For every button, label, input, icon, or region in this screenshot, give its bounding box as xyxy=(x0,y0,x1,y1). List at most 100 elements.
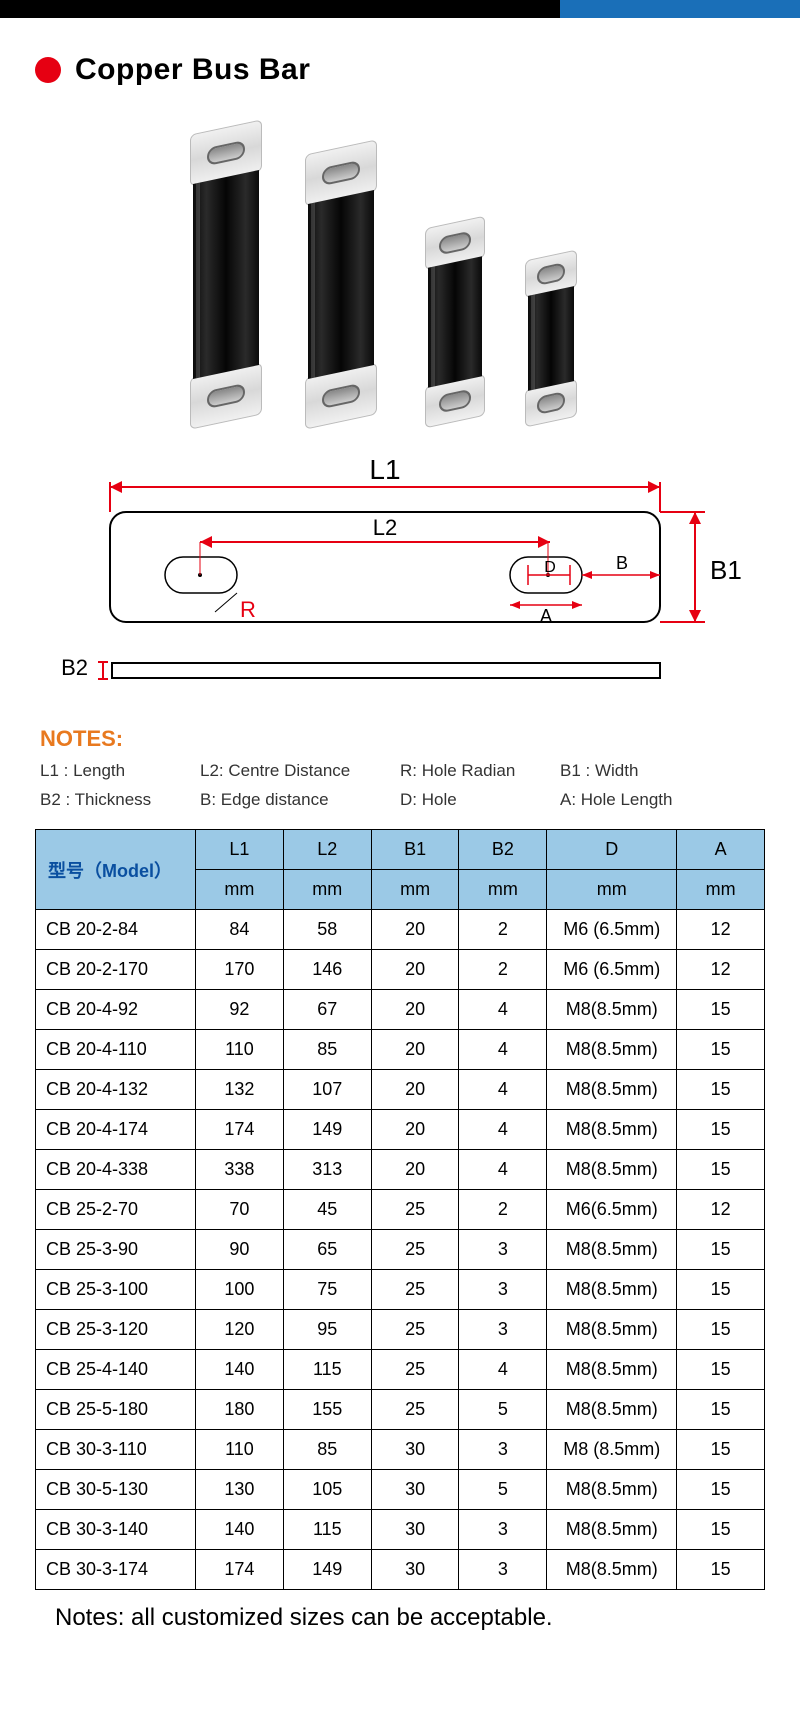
cell-L1: 100 xyxy=(196,1270,284,1310)
cell-A: 15 xyxy=(677,1390,765,1430)
cell-L2: 45 xyxy=(283,1190,371,1230)
cell-B2: 4 xyxy=(459,1030,547,1070)
header: Copper Bus Bar xyxy=(0,48,800,97)
cell-B2: 4 xyxy=(459,1150,547,1190)
busbar-image xyxy=(425,216,485,429)
diagram-B1-label: B1 xyxy=(710,555,742,585)
cell-D: M8(8.5mm) xyxy=(547,1070,677,1110)
cell-L1: 338 xyxy=(196,1150,284,1190)
cell-D: M8 (8.5mm) xyxy=(547,1430,677,1470)
cell-B2: 3 xyxy=(459,1270,547,1310)
table-unit: mm xyxy=(677,870,765,910)
cell-L2: 149 xyxy=(283,1110,371,1150)
table-row: CB 20-4-929267204M8(8.5mm)15 xyxy=(36,990,765,1030)
table-unit: mm xyxy=(371,870,459,910)
cell-B2: 4 xyxy=(459,1070,547,1110)
table-row: CB 20-2-170170146202M6 (6.5mm)12 xyxy=(36,950,765,990)
table-header-B1: B1 xyxy=(371,830,459,870)
table-row: CB 20-2-848458202M6 (6.5mm)12 xyxy=(36,910,765,950)
cell-B2: 3 xyxy=(459,1510,547,1550)
table-row: CB 30-5-130130105305M8(8.5mm)15 xyxy=(36,1470,765,1510)
cell-B2: 5 xyxy=(459,1390,547,1430)
cell-D: M8(8.5mm) xyxy=(547,1150,677,1190)
table-row: CB 25-3-10010075253M8(8.5mm)15 xyxy=(36,1270,765,1310)
cell-A: 15 xyxy=(677,1470,765,1510)
cell-B1: 25 xyxy=(371,1310,459,1350)
table-row: CB 30-3-174174149303M8(8.5mm)15 xyxy=(36,1550,765,1590)
top-bar-black xyxy=(0,0,560,18)
top-bar xyxy=(0,0,800,18)
notes-item: L2: Centre Distance xyxy=(200,757,400,786)
cell-D: M8(8.5mm) xyxy=(547,1230,677,1270)
cell-L2: 146 xyxy=(283,950,371,990)
cell-model: CB 25-3-90 xyxy=(36,1230,196,1270)
cell-L2: 85 xyxy=(283,1430,371,1470)
cell-L1: 90 xyxy=(196,1230,284,1270)
diagram-B-label: B xyxy=(616,553,628,573)
cell-A: 12 xyxy=(677,950,765,990)
diagram-L2-label: L2 xyxy=(373,515,397,540)
cell-model: CB 20-4-338 xyxy=(36,1150,196,1190)
table-row: CB 20-4-174174149204M8(8.5mm)15 xyxy=(36,1110,765,1150)
cell-A: 15 xyxy=(677,1310,765,1350)
cell-L1: 110 xyxy=(196,1030,284,1070)
table-unit: mm xyxy=(196,870,284,910)
notes-item: B1 : Width xyxy=(560,757,710,786)
cell-L1: 84 xyxy=(196,910,284,950)
diagram-A-label: A xyxy=(540,606,552,626)
cell-model: CB 30-3-140 xyxy=(36,1510,196,1550)
cell-D: M8(8.5mm) xyxy=(547,1110,677,1150)
cell-B2: 4 xyxy=(459,990,547,1030)
cell-A: 15 xyxy=(677,1510,765,1550)
cell-model: CB 25-3-120 xyxy=(36,1310,196,1350)
cell-A: 15 xyxy=(677,1430,765,1470)
notes-item: R: Hole Radian xyxy=(400,757,560,786)
cell-D: M6 (6.5mm) xyxy=(547,950,677,990)
cell-B2: 2 xyxy=(459,1190,547,1230)
table-unit: mm xyxy=(459,870,547,910)
cell-L2: 95 xyxy=(283,1310,371,1350)
cell-A: 15 xyxy=(677,1150,765,1190)
table-row: CB 25-5-180180155255M8(8.5mm)15 xyxy=(36,1390,765,1430)
cell-B1: 30 xyxy=(371,1510,459,1550)
cell-B1: 25 xyxy=(371,1350,459,1390)
cell-A: 15 xyxy=(677,1230,765,1270)
table-row: CB 25-2-707045252M6(6.5mm)12 xyxy=(36,1190,765,1230)
cell-D: M8(8.5mm) xyxy=(547,990,677,1030)
cell-L1: 180 xyxy=(196,1390,284,1430)
bullet-dot-icon xyxy=(35,57,61,83)
top-bar-blue xyxy=(560,0,800,18)
cell-A: 12 xyxy=(677,910,765,950)
cell-L2: 149 xyxy=(283,1550,371,1590)
table-row: CB 20-4-132132107204M8(8.5mm)15 xyxy=(36,1070,765,1110)
cell-L2: 105 xyxy=(283,1470,371,1510)
cell-L1: 140 xyxy=(196,1510,284,1550)
cell-model: CB 20-4-110 xyxy=(36,1030,196,1070)
cell-model: CB 25-5-180 xyxy=(36,1390,196,1430)
table-row: CB 20-4-11011085204M8(8.5mm)15 xyxy=(36,1030,765,1070)
cell-L1: 70 xyxy=(196,1190,284,1230)
table-header-A: A xyxy=(677,830,765,870)
cell-model: CB 20-4-132 xyxy=(36,1070,196,1110)
notes-item: A: Hole Length xyxy=(560,786,710,815)
table-row: CB 25-3-909065253M8(8.5mm)15 xyxy=(36,1230,765,1270)
table-row: CB 30-3-140140115303M8(8.5mm)15 xyxy=(36,1510,765,1550)
table-row: CB 25-3-12012095253M8(8.5mm)15 xyxy=(36,1310,765,1350)
cell-D: M8(8.5mm) xyxy=(547,1270,677,1310)
cell-B2: 2 xyxy=(459,910,547,950)
busbar-image xyxy=(525,249,577,427)
cell-D: M8(8.5mm) xyxy=(547,1510,677,1550)
table-header-B2: B2 xyxy=(459,830,547,870)
diagram-L1-label: L1 xyxy=(369,457,400,485)
cell-L1: 174 xyxy=(196,1550,284,1590)
cell-L2: 65 xyxy=(283,1230,371,1270)
cell-L1: 130 xyxy=(196,1470,284,1510)
cell-D: M8(8.5mm) xyxy=(547,1030,677,1070)
cell-L1: 132 xyxy=(196,1070,284,1110)
cell-L1: 110 xyxy=(196,1430,284,1470)
cell-model: CB 25-2-70 xyxy=(36,1190,196,1230)
cell-A: 15 xyxy=(677,1070,765,1110)
table-header-model: 型号（Model） xyxy=(36,830,196,910)
table-row: CB 25-4-140140115254M8(8.5mm)15 xyxy=(36,1350,765,1390)
cell-model: CB 25-4-140 xyxy=(36,1350,196,1390)
